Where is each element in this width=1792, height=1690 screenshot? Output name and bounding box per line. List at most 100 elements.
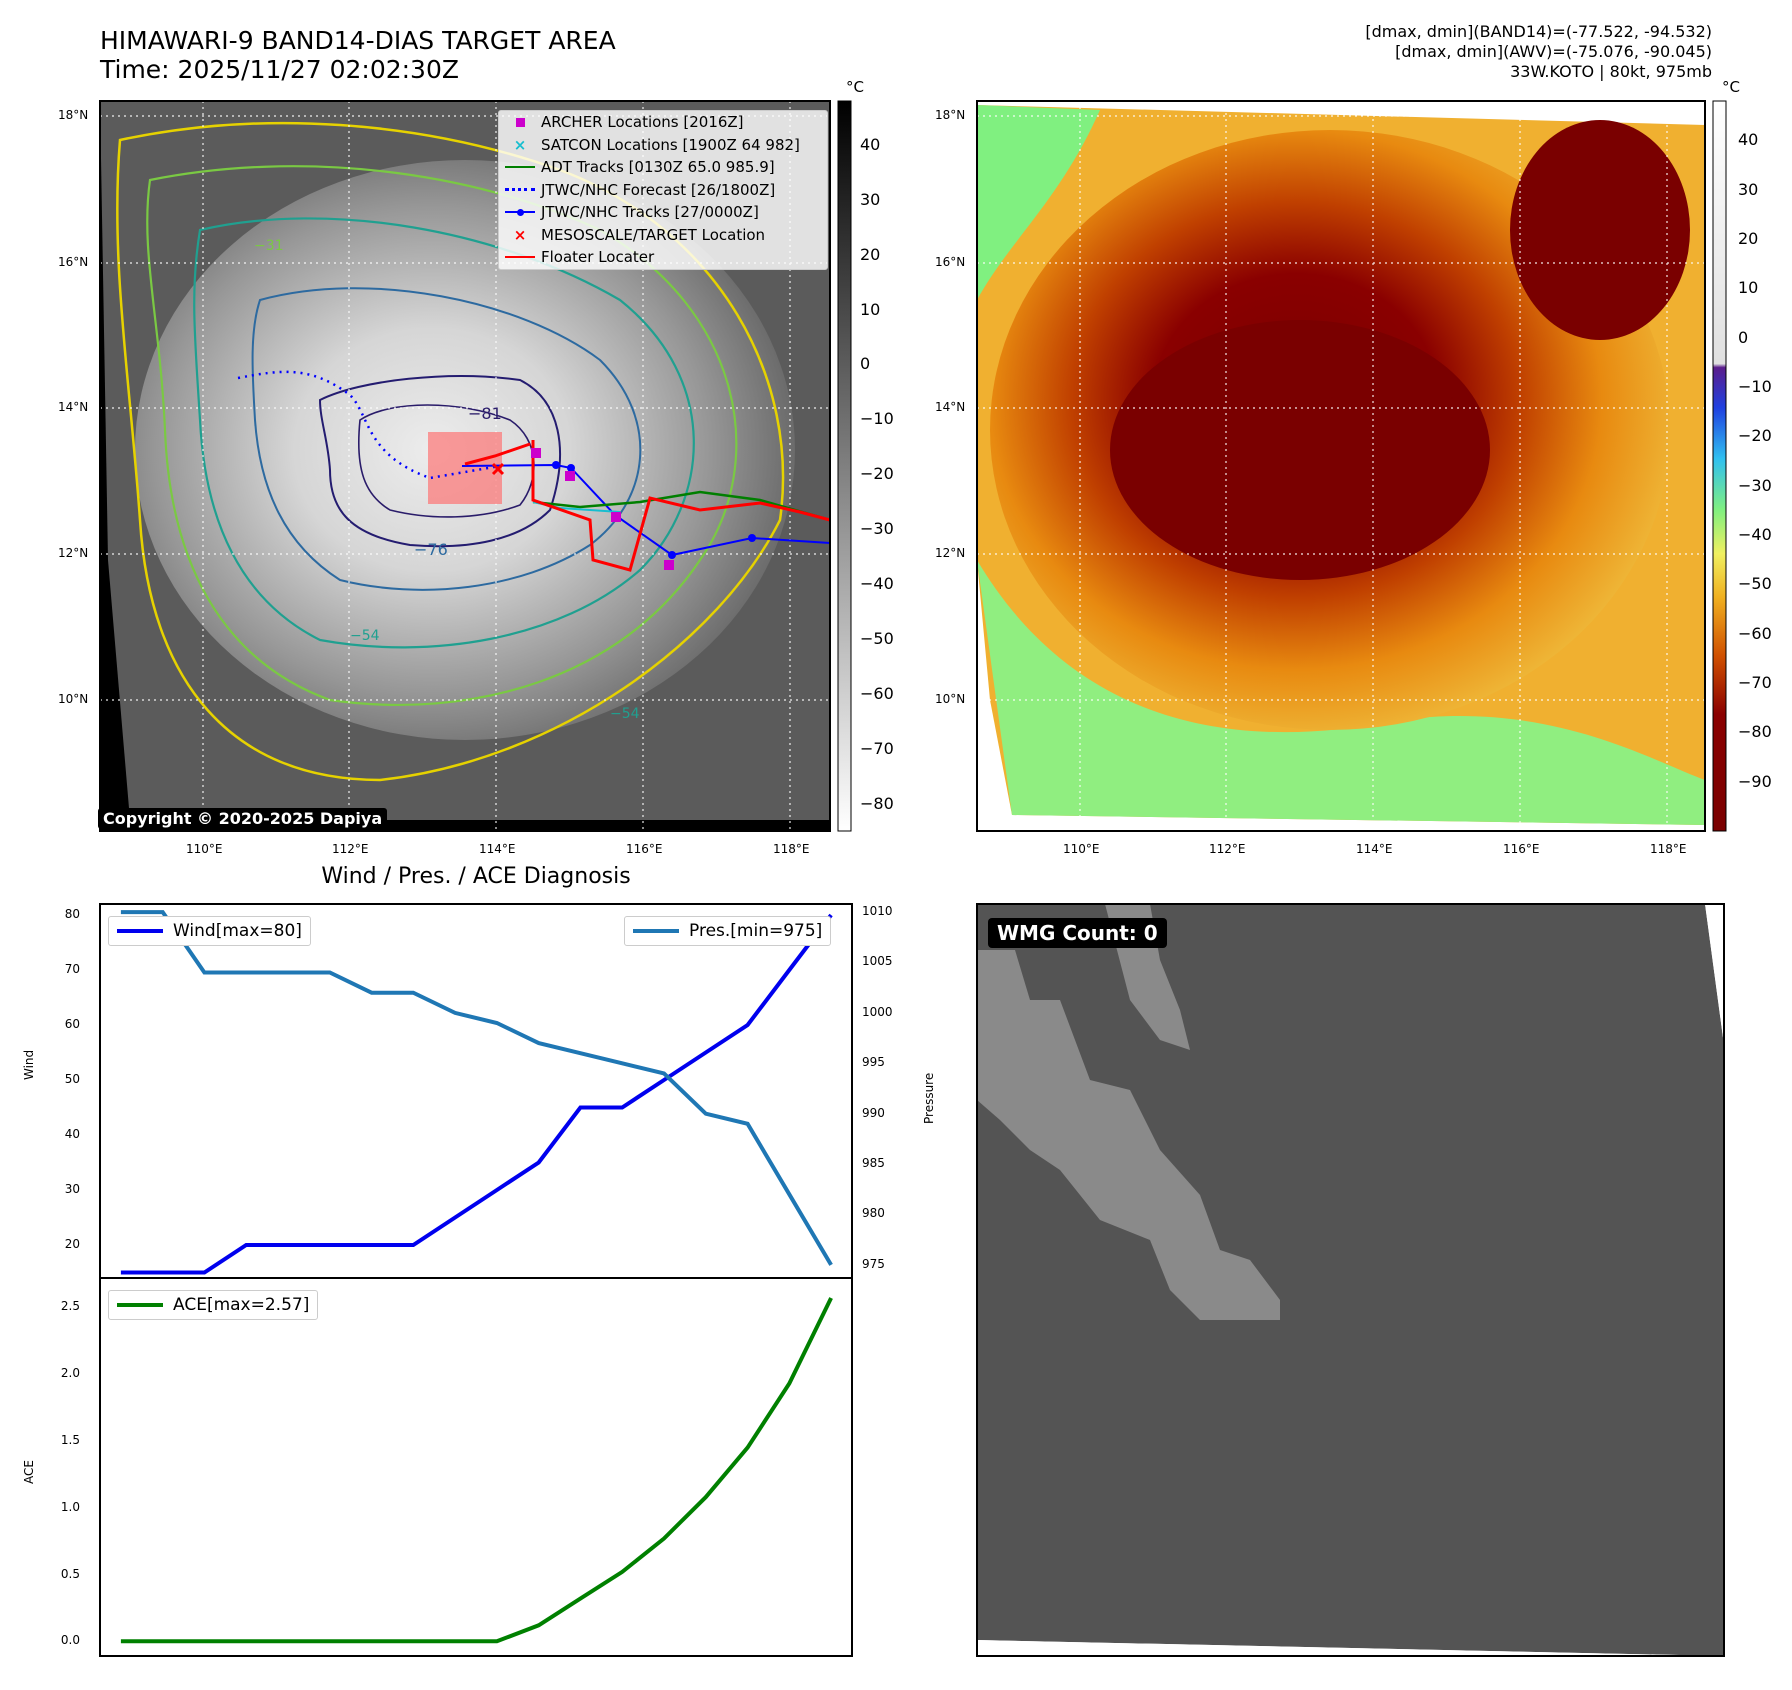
lat-tick: 14°N [935,400,966,414]
ace-axis-label: ACE [22,1460,36,1484]
legend-item-floater: Floater Locater [499,246,827,269]
colorbar-tick: 10 [1738,278,1759,298]
wmg-count-badge: WMG Count: 0 [988,918,1167,948]
line-icon [117,1303,163,1307]
axis-tick: 0.5 [60,1566,80,1581]
colorbar-tick: −10 [1738,377,1772,397]
right-colorbar [1712,100,1727,832]
lon-tick: 110°E [186,842,223,856]
axis-tick: 60 [64,1017,80,1031]
axis-tick: 20 [64,1237,80,1251]
legend-label: SATCON Locations [1900Z 64 982] [541,135,800,154]
axis-tick: 2.0 [60,1366,80,1381]
title-line-2: Time: 2025/11/27 02:02:30Z [100,55,459,84]
target-area-box [428,432,502,504]
axis-tick: 80 [64,907,80,921]
colorbar-tick: −90 [1738,771,1772,791]
colorbar-tick: −30 [860,519,894,539]
lon-tick: 114°E [479,842,516,856]
colorbar-tick: 40 [860,134,881,154]
colorbar-tick: −70 [1738,673,1772,693]
legend-label: JTWC/NHC Forecast [26/1800Z] [541,180,776,199]
colorbar-tick: −50 [1738,574,1772,594]
colorbar-tick: −70 [860,738,894,758]
legend-label: Wind[max=80] [173,921,302,941]
legend-label: ARCHER Locations [2016Z] [541,113,744,132]
legend-item-jtwc: JTWC/NHC Tracks [27/0000Z] [499,201,827,224]
contour-label: −54 [610,706,640,722]
axis-tick: 2.5 [60,1299,80,1314]
series-line [120,910,833,1266]
left-colorbar-unit: °C [846,78,864,96]
lon-tick: 110°E [1063,842,1100,856]
figure-title: HIMAWARI-9 BAND14-DIAS TARGET AREA Time:… [100,26,616,84]
legend-item-satcon: × SATCON Locations [1900Z 64 982] [499,134,827,157]
line-icon [499,256,541,259]
axis-tick: 70 [64,962,80,976]
colorbar-tick: 0 [860,354,871,374]
lon-tick: 116°E [1503,842,1540,856]
wind-axis-label: Wind [22,1049,36,1080]
line-dot-icon [499,208,541,216]
axis-tick: 1.0 [60,1499,80,1514]
right-colorbar-unit: °C [1722,78,1740,96]
map-legend: ARCHER Locations [2016Z] × SATCON Locati… [498,110,828,270]
lon-tick: 118°E [1650,842,1687,856]
pressure-series-group [120,910,833,1266]
pressure-legend: Pres.[min=975] [624,916,832,946]
contour-label: −31 [254,238,284,254]
lon-tick: 118°E [773,842,810,856]
axis-tick: 990 [862,1105,885,1120]
colorbar-tick: −60 [860,683,894,703]
colorbar-tick: 10 [860,299,881,319]
diagnosis-title: Wind / Pres. / ACE Diagnosis [321,864,631,889]
lon-tick: 112°E [332,842,369,856]
legend-item-adt: ADT Tracks [0130Z 65.0 985.9] [499,156,827,179]
lon-tick: 114°E [1356,842,1393,856]
right-map [976,100,1727,832]
pressure-axis-label: Pressure [922,1072,936,1124]
lat-tick: 14°N [58,400,89,414]
axis-tick: 980 [862,1206,885,1221]
legend-item-forecast: JTWC/NHC Forecast [26/1800Z] [499,179,827,202]
axis-tick: 1.5 [60,1432,80,1447]
lat-tick: 10°N [935,692,966,706]
info-line-3: 33W.KOTO | 80kt, 975mb [1510,62,1712,81]
line-icon [633,929,679,933]
axis-tick: 995 [862,1055,885,1070]
axis-tick: 50 [64,1072,80,1086]
contour-label: −76 [414,540,448,559]
axis-tick: 40 [64,1127,80,1141]
ace-series-group [120,1297,833,1644]
lat-tick: 16°N [58,255,89,269]
series-line [120,913,833,1275]
colorbar-tick: −80 [1738,722,1772,742]
ace-chart [99,1277,853,1657]
colorbar-tick: 40 [1738,130,1759,150]
lon-tick: 116°E [626,842,663,856]
wind-legend: Wind[max=80] [108,916,311,946]
dotted-line-icon [499,188,541,192]
colorbar-tick: −10 [860,409,894,429]
colorbar-tick: −60 [1738,623,1772,643]
legend-label: ADT Tracks [0130Z 65.0 985.9] [541,158,775,177]
axis-tick: 985 [862,1156,885,1171]
x-marker-icon: × [513,135,527,154]
colorbar-tick: −20 [1738,426,1772,446]
lat-tick: 12°N [58,546,89,560]
axis-tick: 1000 [862,1004,893,1019]
copyright-badge: Copyright © 2020-2025 Dapiya [98,808,388,829]
series-line [120,1297,833,1644]
ace-legend: ACE[max=2.57] [108,1290,319,1320]
info-line-2: [dmax, dmin](AWV)=(-75.076, -90.045) [1395,42,1712,61]
axis-tick: 1010 [862,904,893,919]
title-line-1: HIMAWARI-9 BAND14-DIAS TARGET AREA [100,26,616,55]
axis-tick: 30 [64,1182,80,1196]
colorbar-tick: 20 [860,244,881,264]
colorbar-tick: 20 [1738,229,1759,249]
legend-item-target: × MESOSCALE/TARGET Location [499,224,827,247]
square-marker-icon [499,117,541,127]
contour-label: −54 [350,628,380,644]
x-marker-icon: × [513,225,527,244]
